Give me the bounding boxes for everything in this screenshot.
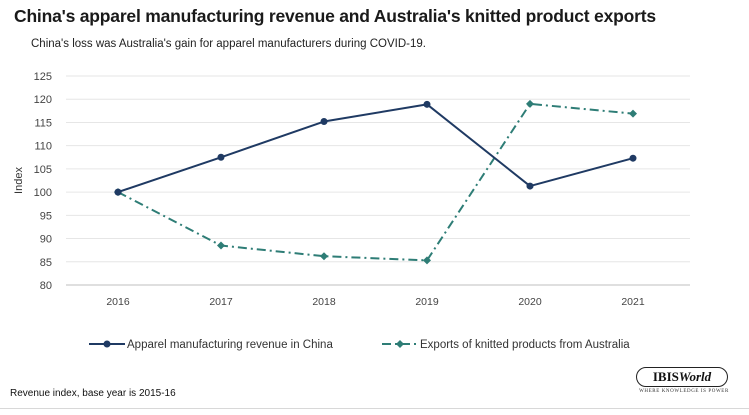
chart-title: China's apparel manufacturing revenue an… [14, 6, 656, 26]
data-point [423, 100, 431, 108]
data-point [423, 256, 431, 265]
data-point [629, 109, 637, 118]
series-0 [114, 100, 637, 196]
gridlines [66, 75, 690, 286]
legend: Apparel manufacturing revenue in China Ex… [89, 339, 630, 351]
logo-wordmark: IBIS World [636, 367, 728, 387]
series-group [114, 99, 637, 265]
logo-brand-main: IBIS [652, 369, 679, 384]
y-tick-label: 110 [34, 141, 52, 153]
logo-tagline: WHERE KNOWLEDGE IS POWER [639, 389, 729, 394]
y-axis-label: Index [13, 167, 25, 194]
footer-note: Revenue index, base year is 2015-16 [10, 388, 176, 399]
x-tick-label: 2016 [106, 296, 130, 308]
y-tick-label: 95 [40, 210, 52, 222]
y-tick-label: 100 [34, 187, 52, 199]
data-point [114, 188, 122, 196]
y-tick-label: 80 [40, 280, 52, 292]
y-tick-label: 125 [34, 71, 52, 83]
data-point [526, 182, 534, 190]
legend-swatch-marker [103, 340, 111, 348]
x-tick-label: 2018 [312, 296, 336, 308]
y-tick-label: 120 [34, 94, 52, 106]
legend-item-1: Exports of knitted products from Austral… [382, 339, 630, 351]
x-tick-label: 2021 [621, 296, 645, 308]
data-point [320, 252, 328, 261]
y-tick-label: 85 [40, 257, 52, 269]
x-tick-label: 2020 [518, 296, 542, 308]
logo-brand-italic: World [678, 369, 712, 384]
data-point [629, 154, 637, 162]
legend-label: Exports of knitted products from Austral… [420, 339, 630, 351]
legend-swatch-marker [396, 340, 404, 348]
chart-subtitle: China's loss was Australia's gain for ap… [31, 38, 426, 50]
data-point [526, 99, 534, 108]
ibisworld-logo: IBIS World WHERE KNOWLEDGE IS POWER [636, 367, 732, 399]
series-line [117, 102, 634, 262]
legend-item-0: Apparel manufacturing revenue in China [89, 339, 333, 351]
y-axis-ticks: 80 85 90 95 100 105 110 115 120 125 [34, 71, 52, 292]
series-1 [114, 99, 637, 265]
data-point [217, 241, 225, 250]
data-point [217, 153, 225, 161]
y-tick-label: 90 [40, 234, 52, 246]
x-axis-ticks: 2016 2017 2018 2019 2020 2021 [106, 296, 645, 308]
y-tick-label: 115 [34, 117, 52, 129]
legend-label: Apparel manufacturing revenue in China [127, 339, 333, 351]
y-tick-label: 105 [34, 164, 52, 176]
data-point [320, 118, 328, 126]
x-tick-label: 2017 [209, 296, 233, 308]
x-tick-label: 2019 [415, 296, 439, 308]
series-line [117, 103, 634, 194]
bottom-divider [0, 408, 749, 409]
